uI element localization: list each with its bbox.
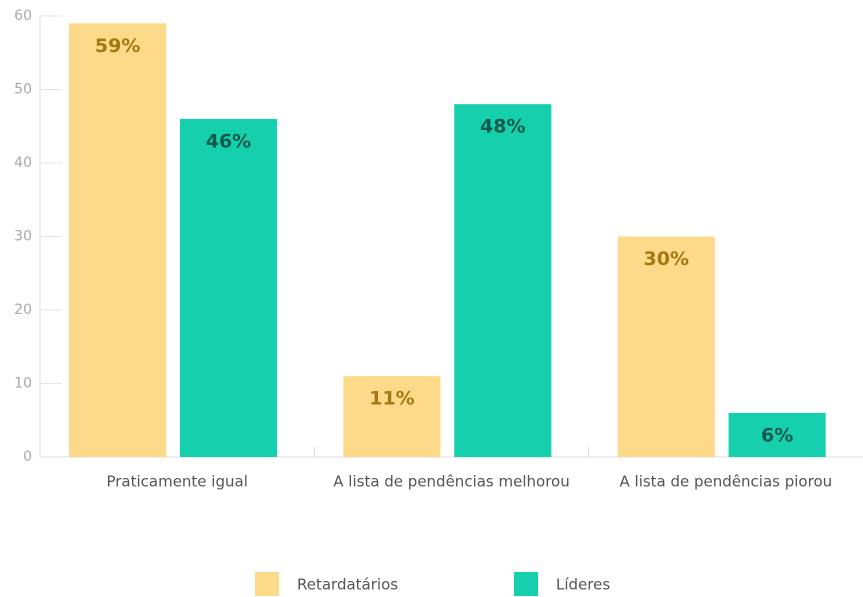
value-label: 59%: [95, 35, 140, 57]
bar: [179, 118, 278, 458]
y-tick-label: 30: [14, 229, 32, 245]
value-label: 48%: [480, 116, 525, 138]
y-tick-label: 10: [14, 376, 32, 392]
bar: [343, 376, 441, 457]
legend-swatch: [255, 572, 279, 596]
value-label: 11%: [369, 388, 414, 410]
legend-swatch: [514, 572, 538, 596]
legend-label: Retardatários: [297, 576, 398, 594]
bar: [454, 104, 552, 457]
value-label: 46%: [206, 130, 251, 152]
y-tick-label: 0: [23, 449, 32, 465]
x-tick-label: A lista de pendências melhorou: [333, 473, 569, 491]
value-label: 30%: [644, 248, 689, 270]
bar: [617, 236, 715, 457]
bar: [69, 23, 167, 457]
y-tick-label: 40: [14, 155, 32, 171]
y-tick-label: 20: [14, 302, 32, 318]
y-tick-label: 50: [14, 82, 32, 98]
bar: [728, 412, 826, 457]
x-tick-label: A lista de pendências piorou: [620, 473, 833, 491]
y-tick-label: 60: [14, 8, 32, 24]
x-tick-label: Praticamente igual: [106, 473, 247, 491]
value-label: 6%: [761, 424, 793, 446]
legend-label: Líderes: [556, 576, 610, 594]
